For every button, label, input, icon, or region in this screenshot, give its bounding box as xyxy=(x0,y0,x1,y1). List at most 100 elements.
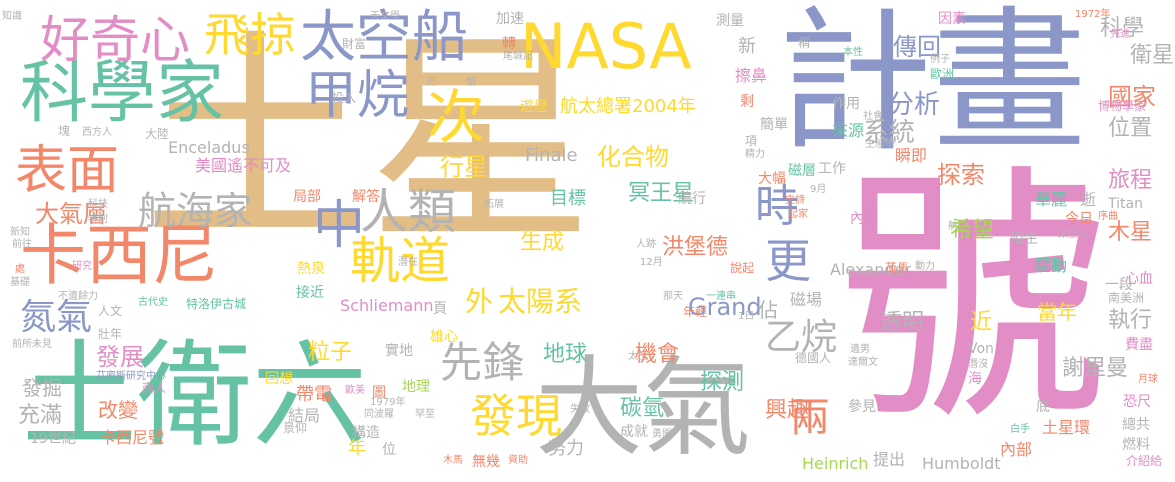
word: 美國遙不可及 xyxy=(195,156,292,175)
word: 發掘 xyxy=(22,376,62,400)
word: 基礎 xyxy=(10,277,30,288)
word: 近 xyxy=(970,310,993,335)
word: 土衛六 xyxy=(22,329,368,463)
word: 氮氣 xyxy=(20,297,93,338)
word: 航太總署2004年 xyxy=(560,96,696,117)
word: 粒子 xyxy=(308,340,353,365)
word: 說起 xyxy=(730,261,755,275)
word: 時 xyxy=(755,181,799,232)
word: Schliemann xyxy=(340,296,434,315)
word: 資助 xyxy=(508,455,528,466)
word: 飛掠 xyxy=(204,8,296,62)
word: 新 xyxy=(738,36,756,57)
word: 佔 xyxy=(758,298,778,322)
word: 處 xyxy=(15,264,25,275)
word: 先進 xyxy=(1110,29,1130,40)
word: 成就 xyxy=(620,424,648,440)
word: 發展 xyxy=(96,343,144,371)
word: 卡西尼號 xyxy=(100,428,165,447)
word: 碳氫 xyxy=(620,396,665,421)
word: 卡西尼 xyxy=(20,217,218,294)
word: 財富 xyxy=(342,37,367,51)
word: 人跡 xyxy=(636,239,656,250)
word: 知識 xyxy=(2,11,22,22)
word: 天文學 xyxy=(370,11,400,22)
word: 木星 xyxy=(1108,220,1153,245)
word: 動力 xyxy=(915,261,935,272)
word: 透明 xyxy=(880,310,925,335)
word: 科技 xyxy=(88,199,108,210)
word: 外 xyxy=(427,77,437,88)
word: 費盡 xyxy=(1125,337,1153,353)
word: 恐尺 xyxy=(1123,394,1151,410)
word: 乙烷 xyxy=(765,317,838,358)
word: 地理 xyxy=(402,379,430,395)
word: 解答 xyxy=(352,189,380,205)
word: Humboldt xyxy=(922,454,1001,473)
word: 不遺餘力 xyxy=(58,291,98,302)
word: 磁層 xyxy=(788,163,816,179)
word: 地球 xyxy=(543,342,588,367)
word: 太空 xyxy=(628,351,648,362)
word: 科學家 xyxy=(20,54,225,133)
word: Titan xyxy=(1108,196,1143,212)
word: 土星 xyxy=(143,11,593,273)
word: 生態學 xyxy=(865,139,895,150)
word: Finale xyxy=(525,145,578,166)
word: 帶電 xyxy=(296,384,332,405)
word: 月球 xyxy=(1138,374,1158,385)
word: 驅動 xyxy=(1035,256,1068,275)
word: 心血 xyxy=(1125,271,1153,287)
word: 太空人 xyxy=(1058,229,1088,240)
word: 景仰 xyxy=(283,421,308,435)
word: 陌生 xyxy=(1010,231,1038,247)
word: 潛在 xyxy=(398,257,418,268)
word: 謝里曼 xyxy=(1062,356,1129,381)
word: 努力 xyxy=(548,438,584,459)
word: 大幅 xyxy=(758,171,786,187)
word: 遺男 xyxy=(850,344,870,355)
word: 新知 xyxy=(10,227,30,238)
word: 德國人 xyxy=(795,351,832,365)
word: 傳回 xyxy=(893,33,941,61)
word: 構造 xyxy=(352,425,380,441)
word: Enceladus xyxy=(168,138,250,157)
word: 因素 xyxy=(938,11,966,27)
word: 先鋒 xyxy=(440,338,525,387)
word: 系統 xyxy=(863,118,916,148)
word: 燃料 xyxy=(1122,437,1150,453)
word: 塊 xyxy=(58,124,71,138)
word: 19世紀 xyxy=(30,431,76,447)
word: 位置 xyxy=(1108,116,1153,141)
word: 12月 xyxy=(640,257,663,268)
word: 改變 xyxy=(98,398,138,422)
word: 航 xyxy=(948,221,958,232)
word: 熱泉 xyxy=(297,261,325,277)
word: 國家 xyxy=(1108,83,1156,111)
word: 研究 xyxy=(72,261,92,272)
word: 太陽系 xyxy=(498,285,583,318)
word: 古代史 xyxy=(138,297,168,308)
word: 擦鼻 xyxy=(735,66,768,85)
word: 社會 xyxy=(863,111,883,122)
word: 磁場 xyxy=(790,290,823,309)
word: 兩 xyxy=(790,395,830,441)
word: 大陸 xyxy=(145,127,170,141)
word: 作用 xyxy=(832,96,860,112)
word: 西方人 xyxy=(82,127,112,138)
word: 稱 xyxy=(798,36,811,50)
word: 土星環 xyxy=(1042,418,1091,437)
word: 內側 xyxy=(850,211,878,227)
word: 例子 xyxy=(930,54,950,65)
word: 失敗 xyxy=(570,404,590,415)
word: 加速 xyxy=(496,11,524,27)
word: 起家 xyxy=(788,209,808,220)
word: 當年 xyxy=(1037,300,1077,324)
word: 前往 xyxy=(12,239,32,250)
word: 局部 xyxy=(293,189,321,205)
word: 華麗 xyxy=(1035,190,1068,209)
word: 1972年 xyxy=(1075,9,1111,20)
word: 年輕 xyxy=(683,305,708,319)
word: 號 xyxy=(838,142,1108,457)
